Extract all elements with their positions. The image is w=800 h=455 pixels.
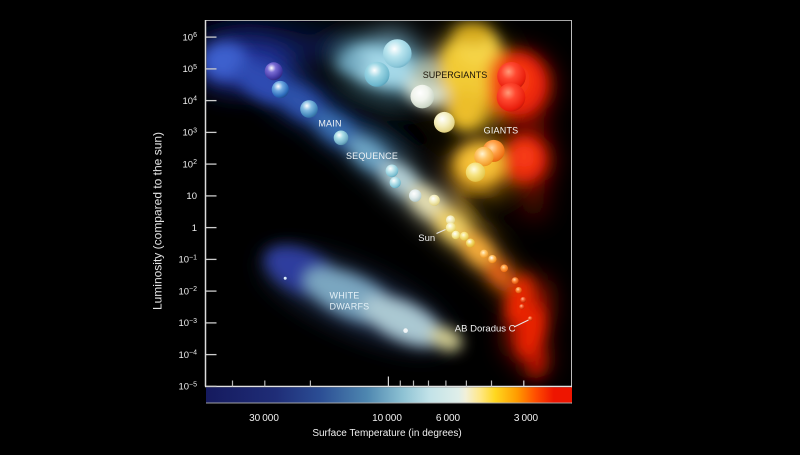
svg-text:106: 106 — [183, 32, 198, 43]
svg-text:105: 105 — [183, 64, 198, 75]
svg-text:3 000: 3 000 — [514, 413, 539, 424]
svg-text:102: 102 — [183, 159, 198, 170]
svg-text:10−4: 10−4 — [178, 350, 197, 361]
svg-text:10 000: 10 000 — [372, 413, 402, 424]
svg-text:Luminosity (compared to the su: Luminosity (compared to the sun) — [151, 132, 165, 310]
svg-text:Surface Temperature (in degree: Surface Temperature (in degrees) — [312, 428, 461, 439]
svg-text:1: 1 — [192, 223, 197, 234]
svg-text:30 000: 30 000 — [249, 413, 279, 424]
svg-text:10−1: 10−1 — [178, 254, 197, 265]
svg-text:DWARFS: DWARFS — [330, 302, 370, 312]
svg-text:WHITE: WHITE — [330, 291, 360, 301]
svg-text:Sun: Sun — [418, 233, 435, 244]
svg-text:10: 10 — [186, 191, 197, 202]
svg-text:103: 103 — [183, 127, 198, 138]
svg-text:104: 104 — [183, 96, 198, 107]
svg-text:AB Doradus C: AB Doradus C — [455, 324, 516, 335]
svg-text:SEQUENCE: SEQUENCE — [346, 151, 398, 161]
svg-text:MAIN: MAIN — [318, 119, 341, 129]
svg-text:SUPERGIANTS: SUPERGIANTS — [423, 70, 488, 80]
svg-text:10−5: 10−5 — [178, 381, 197, 392]
svg-text:10−3: 10−3 — [178, 318, 197, 329]
svg-text:GIANTS: GIANTS — [484, 126, 519, 136]
svg-text:6 000: 6 000 — [436, 413, 461, 424]
svg-text:10−2: 10−2 — [178, 286, 197, 297]
